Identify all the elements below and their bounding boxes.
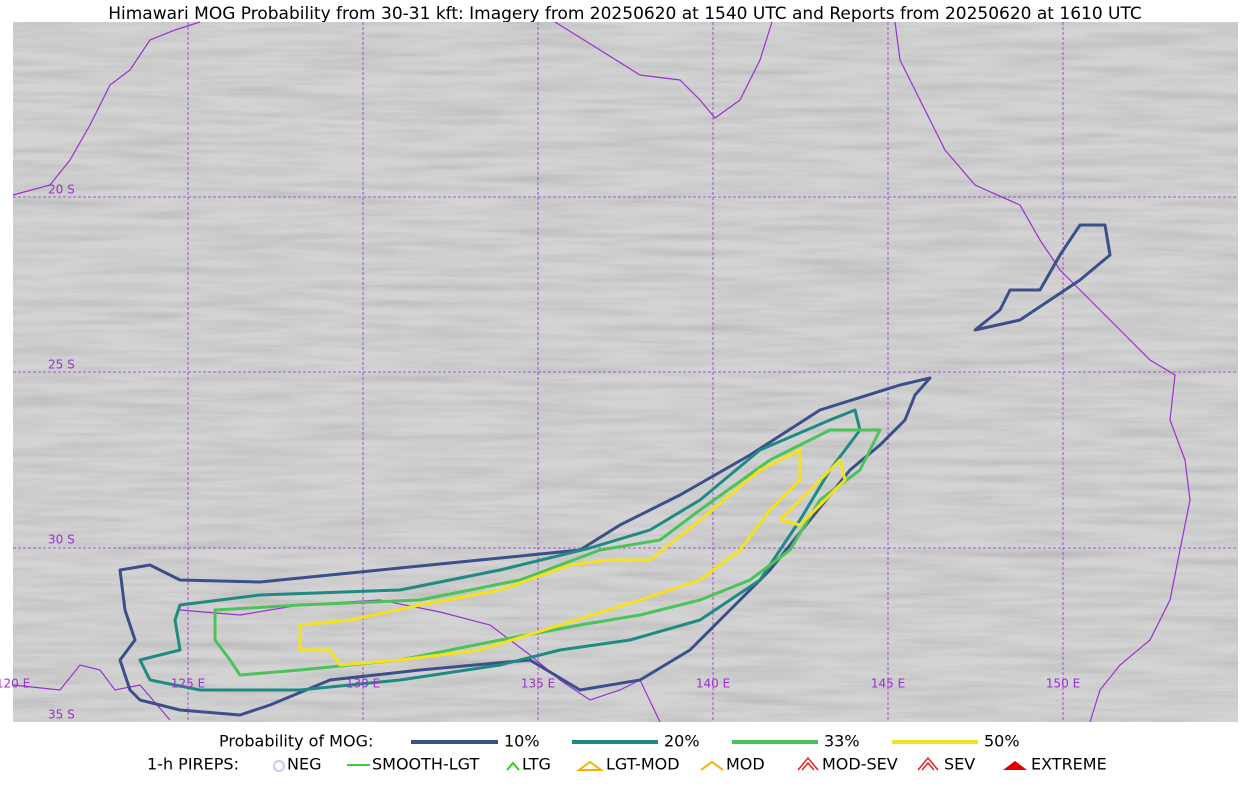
legend-item: 33% [824, 732, 860, 751]
legend-title: 1-h PIREPS: [147, 755, 239, 774]
lat-label: 35 S [48, 708, 75, 722]
map: 20 S 25 S 30 S 35 S 120 E 125 E 130 E 13… [0, 21, 1238, 723]
lat-label: 30 S [48, 533, 75, 547]
legend-item: MOD-SEV [822, 755, 898, 774]
contour-20 [138, 408, 862, 692]
lon-label: 150 E [1046, 677, 1080, 691]
probability-contours [118, 223, 1112, 717]
lon-label: 125 E [171, 677, 205, 691]
lat-label: 25 S [48, 358, 75, 372]
contour-10 [973, 223, 1112, 332]
lon-label: 140 E [696, 677, 730, 691]
legend-item: LTG [522, 755, 551, 774]
legend-item: 20% [664, 732, 700, 751]
graticule [13, 22, 1238, 722]
legend-item: SMOOTH-LGT [372, 755, 479, 774]
legend-item: LGT-MOD [606, 755, 680, 774]
legend-probability: Probability of MOG: 10% 20% 33% 50% [219, 732, 1020, 751]
lon-label: 120 E [0, 677, 30, 691]
legend-item: 10% [504, 732, 540, 751]
lon-label: 130 E [346, 677, 380, 691]
contour-33 [213, 428, 882, 677]
legend-pireps: 1-h PIREPS: NEG SMOOTH-LGT LTG LGT-MOD M… [147, 755, 1107, 774]
contour-50 [298, 448, 802, 667]
lat-label: 20 S [48, 183, 75, 197]
legend-item: MOD [726, 755, 765, 774]
legend-item: SEV [944, 755, 975, 774]
lon-label: 135 E [521, 677, 555, 691]
legend-item: EXTREME [1031, 755, 1107, 774]
legend-item: 50% [984, 732, 1020, 751]
legend-item: NEG [287, 755, 321, 774]
lon-label: 145 E [871, 677, 905, 691]
title: Himawari MOG Probability from 30-31 kft:… [108, 4, 1142, 24]
contour-50 [778, 458, 847, 527]
legend-title: Probability of MOG: [219, 732, 373, 751]
grid-labels: 20 S 25 S 30 S 35 S 120 E 125 E 130 E 13… [0, 183, 1080, 722]
contour-10 [118, 376, 932, 717]
